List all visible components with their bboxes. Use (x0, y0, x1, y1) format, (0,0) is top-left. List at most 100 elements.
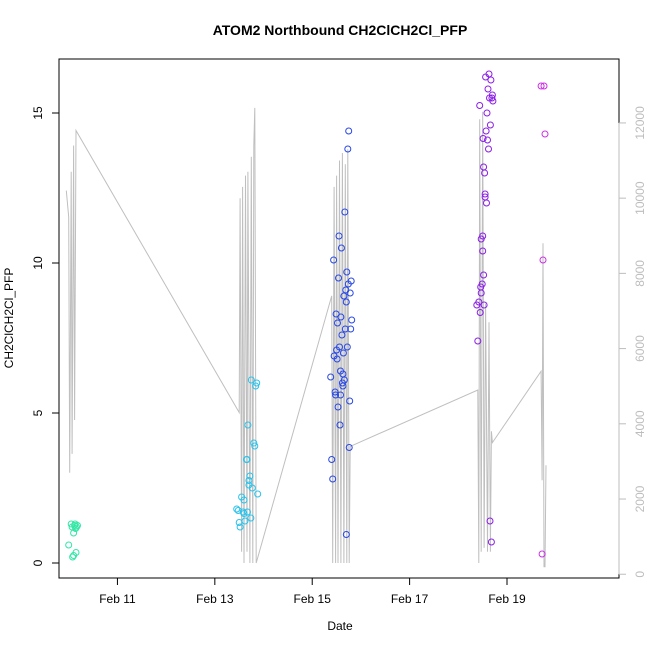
data-point (338, 331, 346, 339)
data-point (485, 70, 493, 78)
data-point (343, 268, 351, 276)
data-point (479, 135, 487, 142)
data-point (487, 76, 495, 84)
data-point (477, 283, 485, 291)
y-tick-label: 0 (31, 559, 45, 566)
axes-layer: Feb 11 Feb 13 Feb 15 Feb 17 Feb 19 0 5 10 15 0 200… (31, 106, 647, 606)
data-point (250, 439, 258, 447)
data-point (341, 325, 349, 333)
data-point (488, 94, 496, 102)
data-point (254, 490, 262, 498)
data-point (334, 319, 341, 327)
data-point (72, 549, 80, 556)
y-tick-label: 15 (31, 106, 45, 120)
data-point (541, 130, 549, 138)
data-point (483, 109, 491, 117)
data-point (65, 541, 73, 549)
data-point (348, 316, 356, 324)
data-point (244, 508, 251, 516)
data-point (336, 343, 343, 351)
data-point (487, 538, 495, 546)
data-point (330, 256, 338, 264)
data-point (476, 309, 484, 316)
data-point (342, 531, 350, 538)
data-point (332, 391, 340, 399)
data-point (72, 525, 80, 532)
y2-tick-label: 4000 (633, 410, 647, 437)
data-point (247, 376, 255, 384)
data-point (244, 421, 252, 429)
data-point (345, 444, 353, 451)
x-tick-label: Feb 15 (294, 592, 332, 606)
data-point (482, 127, 490, 135)
data-point (480, 271, 488, 279)
data-point (248, 484, 256, 492)
data-point (233, 505, 241, 513)
data-point (344, 145, 352, 153)
data-point (486, 121, 494, 129)
data-point (346, 289, 354, 297)
data-point (476, 102, 484, 109)
data-point (484, 136, 491, 144)
data-point (73, 523, 80, 531)
data-point (481, 190, 489, 198)
trace-line (65, 107, 547, 568)
data-point (336, 421, 344, 429)
x-axis-label: Date (327, 619, 353, 633)
data-point (251, 442, 259, 450)
data-point (345, 127, 353, 135)
data-point (342, 298, 350, 306)
data-point (485, 145, 492, 153)
data-point (337, 391, 344, 399)
data-point (339, 349, 347, 357)
data-point (239, 508, 247, 516)
chart-title: ATOM2 Northbound CH2ClCH2Cl_PFP (213, 22, 468, 38)
data-point (335, 274, 342, 282)
data-point (483, 199, 490, 207)
data-point (335, 232, 343, 240)
data-point (480, 163, 488, 171)
data-point (538, 550, 546, 558)
y2-tick-label: 2000 (633, 485, 647, 512)
data-point (247, 514, 255, 522)
data-point (337, 313, 345, 321)
data-point (481, 193, 489, 201)
data-point (240, 510, 248, 517)
y2-tick-label: 10000 (633, 181, 647, 215)
data-point (333, 355, 341, 363)
data-point (346, 397, 354, 405)
data-point (329, 475, 337, 483)
y2-tick-label: 0 (633, 571, 647, 578)
y2-tick-label: 8000 (633, 260, 647, 287)
data-point (67, 520, 75, 528)
x-tick-label: Feb 17 (391, 592, 429, 606)
data-point (241, 517, 249, 525)
y2-tick-label: 12000 (633, 106, 647, 140)
data-point (480, 301, 488, 309)
data-point (69, 553, 77, 561)
y-tick-label: 10 (31, 256, 45, 270)
data-point (475, 298, 483, 306)
data-point (327, 373, 335, 381)
data-point (234, 507, 242, 514)
x-tick-label: Feb 13 (196, 592, 234, 606)
data-point (347, 325, 355, 333)
data-point (474, 337, 482, 345)
y-axis-label: CH2ClCH2Cl_PFP (2, 268, 16, 369)
x-tick-label: Feb 11 (99, 592, 136, 606)
data-point (341, 208, 349, 216)
data-point (477, 235, 485, 243)
data-point (539, 256, 547, 264)
points-layer (65, 70, 549, 561)
data-point (540, 82, 548, 90)
data-point (489, 97, 497, 105)
data-point (484, 85, 492, 93)
data-point (486, 517, 494, 525)
y2-tick-label: 6000 (633, 335, 647, 362)
data-point (537, 82, 545, 90)
data-point (236, 523, 244, 531)
x-tick-label: Feb 19 (488, 592, 526, 606)
data-point (479, 247, 487, 255)
data-point (340, 292, 348, 300)
